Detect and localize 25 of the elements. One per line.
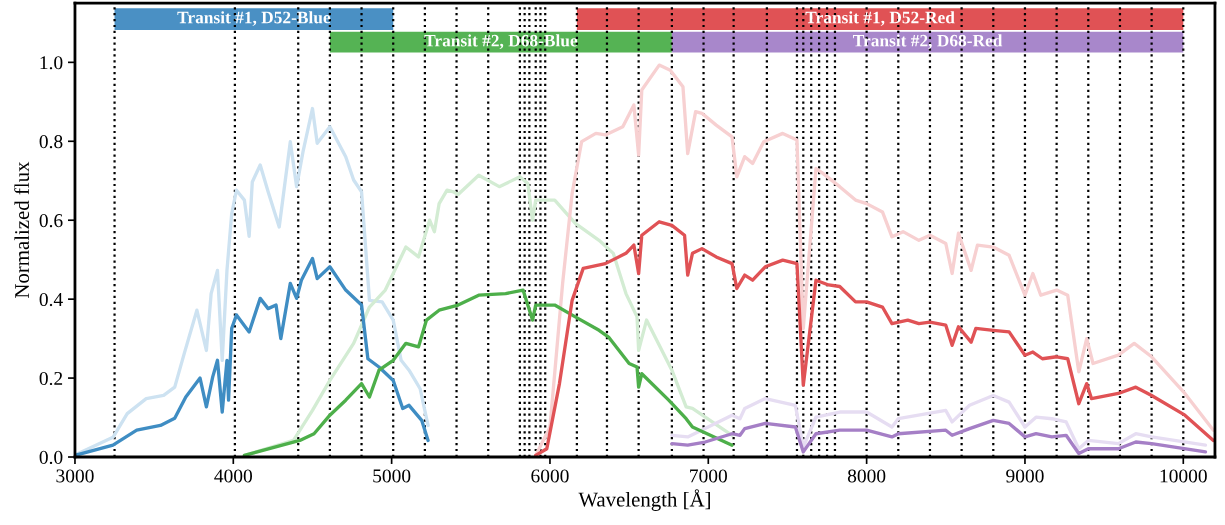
y-tick-label: 0.2	[39, 371, 63, 386]
y-tick-label: 0.8	[39, 135, 63, 149]
x-tick-label: 3000	[56, 469, 94, 483]
band-label: Transit #1, D52-Blue	[177, 11, 331, 26]
x-tick-label: 7000	[690, 469, 727, 483]
x-axis-title: Wavelength [Å]	[578, 489, 710, 511]
line-series	[74, 256, 430, 458]
x-tick-label: 10000	[1160, 469, 1207, 483]
band-label: Transit #2, D68-Blue	[424, 34, 578, 50]
y-tick-label: 1.0	[40, 56, 63, 70]
y-axis-title: Normalized flux	[14, 161, 30, 299]
y-tick-label: 0.0	[39, 450, 63, 465]
line-series	[534, 220, 1215, 458]
x-tick-label: 8000	[847, 469, 886, 483]
x-tick-label: 9000	[1006, 469, 1044, 483]
x-tick-label: 4000	[214, 469, 252, 483]
line-series	[242, 288, 734, 458]
y-tick-label: 0.4	[39, 292, 63, 307]
x-tick-label: 5000	[373, 469, 411, 483]
line-series	[670, 393, 1208, 451]
x-tick-label: 6000	[531, 469, 569, 483]
band-label: Transit #1, D52-Red	[805, 11, 955, 26]
band-label: Transit #2, D68-Red	[853, 34, 1003, 50]
line-series	[670, 418, 1208, 456]
y-tick-label: 0.6	[39, 214, 63, 228]
